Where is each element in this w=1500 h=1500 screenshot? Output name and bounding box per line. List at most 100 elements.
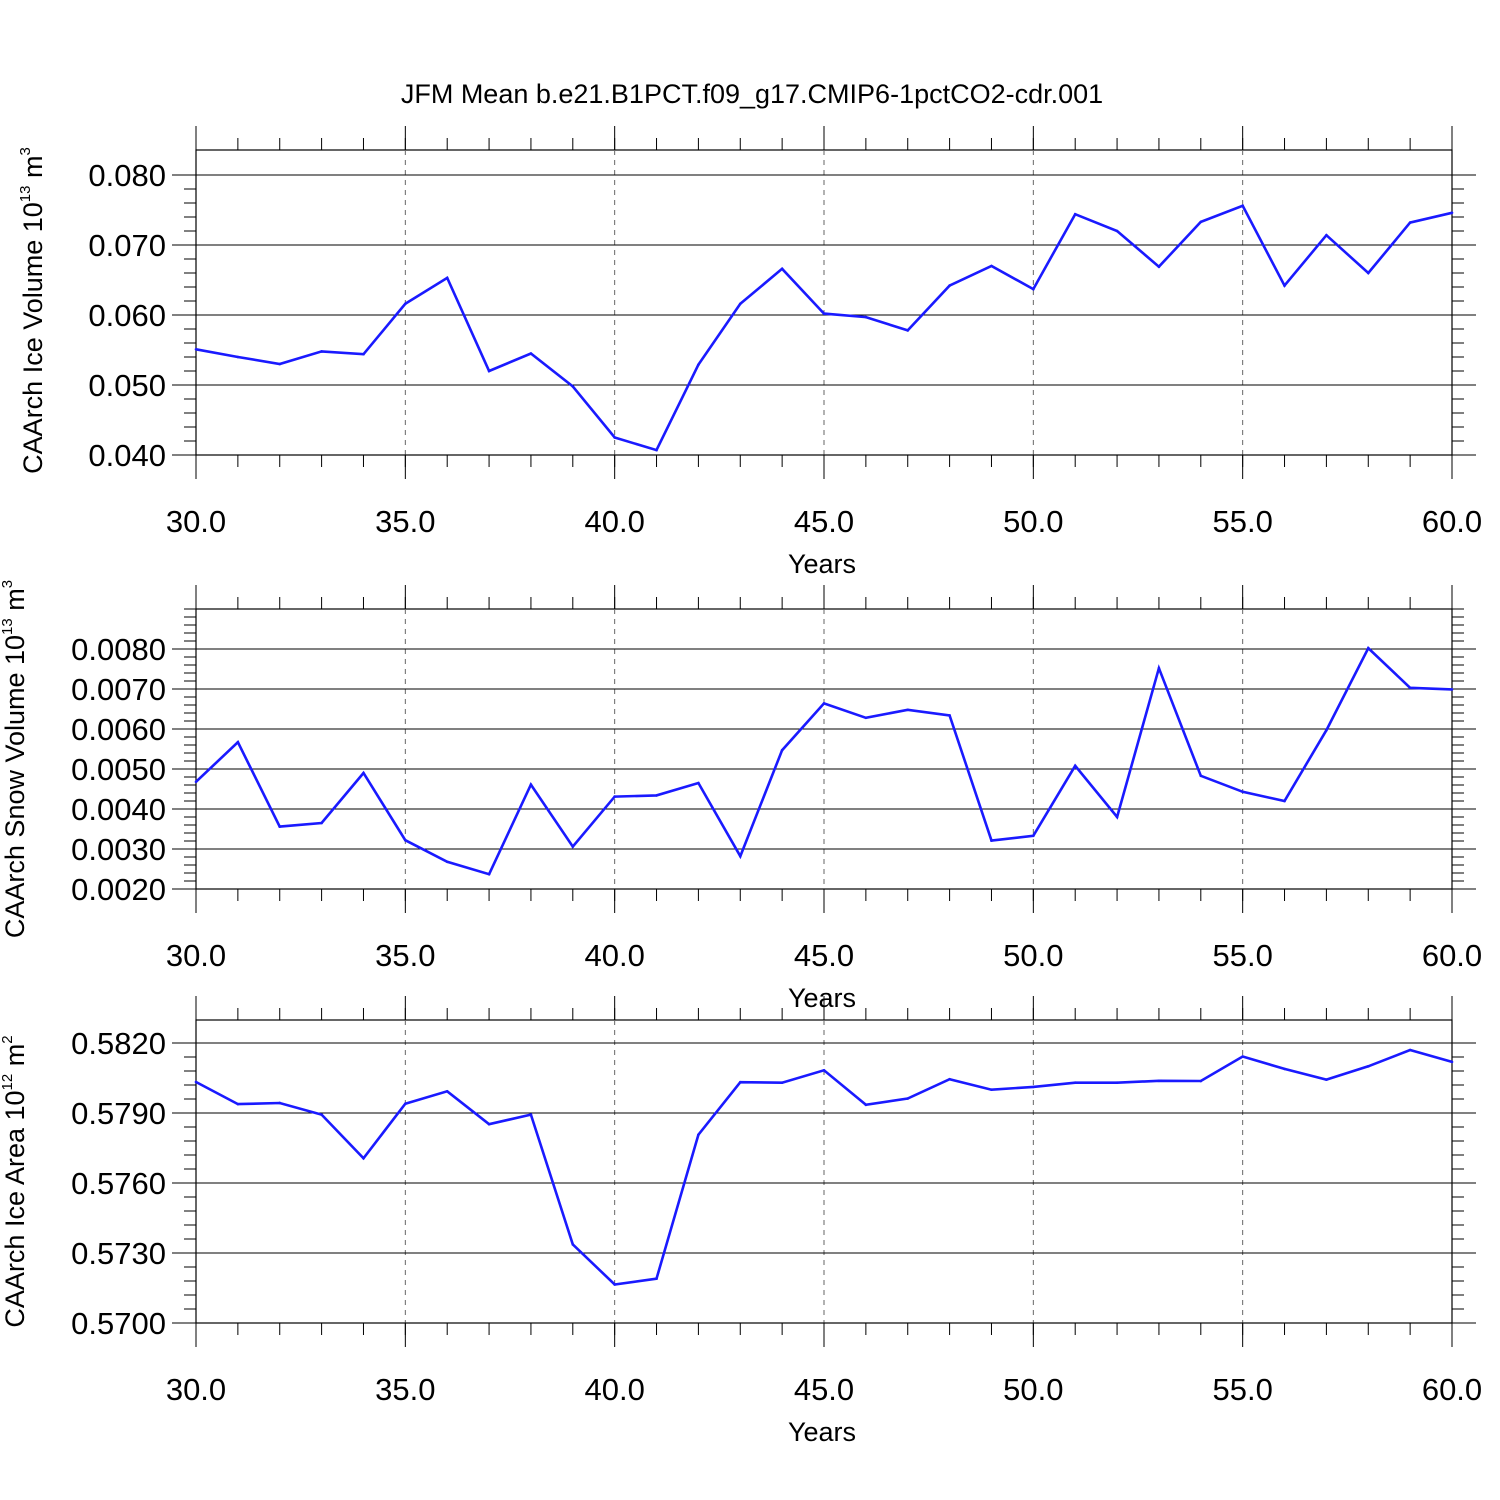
data-point xyxy=(194,348,198,351)
y-axis-title: CAArch Ice Volume 1013 m3 xyxy=(17,147,48,474)
data-point xyxy=(1157,1079,1161,1083)
data-point xyxy=(1241,790,1244,794)
data-point xyxy=(990,1088,993,1091)
data-point xyxy=(738,302,742,306)
y-axis-title-main: CAArch Ice Area 10 xyxy=(0,1090,30,1327)
y-axis-title-unit: m xyxy=(0,588,30,618)
data-point xyxy=(1073,212,1077,216)
data-point xyxy=(320,350,323,353)
data-point xyxy=(1408,1048,1412,1052)
data-point xyxy=(613,1283,616,1286)
data-point xyxy=(1450,211,1454,215)
data-point xyxy=(864,315,868,319)
x-tick-label: 35.0 xyxy=(375,504,435,539)
y-axis-title-exponent: 13 xyxy=(17,186,34,203)
data-point xyxy=(906,1097,910,1100)
data-point xyxy=(445,1090,449,1093)
data-point xyxy=(487,369,491,373)
y-axis-title-exponent: 12 xyxy=(0,1074,16,1091)
x-tick-label: 60.0 xyxy=(1422,504,1482,539)
y-tick-label: 0.070 xyxy=(88,228,166,263)
x-tick-label: 30.0 xyxy=(166,504,226,539)
y-tick-label: 0.0030 xyxy=(71,832,166,867)
data-point xyxy=(1199,1079,1203,1083)
data-point xyxy=(404,1102,407,1105)
y-tick-label: 0.5730 xyxy=(71,1236,166,1271)
panel-2: 0.0020 0.0030 0.0040 0.0050 0.0060 0.0070 0.00… xyxy=(0,580,1482,1013)
x-axis-title: Years xyxy=(788,983,856,1013)
data-point xyxy=(1408,686,1412,690)
data-point xyxy=(236,355,240,359)
x-tick-label: 35.0 xyxy=(375,1372,435,1407)
y-tick-label: 0.060 xyxy=(88,298,166,333)
data-point xyxy=(1157,666,1161,670)
chart-title: JFM Mean b.e21.B1PCT.f09_g17.CMIP6-1pctC… xyxy=(401,79,1103,109)
data-point xyxy=(697,363,700,367)
data-point xyxy=(571,385,575,388)
data-point xyxy=(780,1081,784,1084)
panel-3: 0.5700 0.5730 0.5760 0.5790 0.5820 30.0 35.0 40… xyxy=(0,996,1482,1447)
data-point xyxy=(1366,1065,1370,1068)
data-point xyxy=(487,1122,491,1126)
data-point xyxy=(738,1080,742,1084)
y-axis-title-main: CAArch Snow Volume 10 xyxy=(0,635,30,938)
data-point xyxy=(906,708,910,712)
data-point xyxy=(1325,1078,1328,1081)
data-point xyxy=(697,781,700,785)
y-tick-label: 0.050 xyxy=(88,368,166,403)
data-point xyxy=(1450,688,1454,691)
data-point xyxy=(487,872,491,876)
data-point xyxy=(1366,646,1370,650)
y-axis-title: CAArch Snow Volume 1013 m3 xyxy=(0,580,30,938)
y-axis-title: CAArch Ice Area 1012 m2 xyxy=(0,1035,30,1327)
y-tick-label: 0.0070 xyxy=(71,672,166,707)
data-point xyxy=(780,267,784,271)
data-point xyxy=(278,825,282,828)
data-point xyxy=(1073,1081,1077,1084)
x-tick-label: 60.0 xyxy=(1422,1372,1482,1407)
data-point xyxy=(278,1101,282,1105)
x-tick-label: 40.0 xyxy=(584,504,644,539)
data-point xyxy=(1366,271,1370,275)
y-axis-title-unit-exponent: 3 xyxy=(0,580,16,588)
y-tick-label: 0.0040 xyxy=(71,792,166,827)
x-tick-label: 45.0 xyxy=(794,938,854,973)
data-point xyxy=(1241,1055,1244,1058)
data-point xyxy=(1283,1067,1286,1071)
data-point xyxy=(236,1102,240,1106)
data-point xyxy=(1283,284,1286,287)
data-point xyxy=(529,352,533,355)
y-axis-title-exponent: 13 xyxy=(0,618,16,635)
data-point xyxy=(990,264,993,268)
y-tick-label: 0.5820 xyxy=(71,1026,166,1061)
y-tick-label: 0.080 xyxy=(88,158,166,193)
data-point xyxy=(236,740,240,744)
data-point xyxy=(822,1069,826,1072)
data-point xyxy=(948,284,951,287)
data-point xyxy=(780,748,784,752)
data-point xyxy=(1408,221,1412,224)
x-tick-label: 40.0 xyxy=(584,938,644,973)
data-point xyxy=(948,1077,951,1081)
data-point xyxy=(320,821,323,825)
data-point xyxy=(404,302,407,306)
data-point xyxy=(655,794,658,797)
y-axis-title-unit-exponent: 3 xyxy=(17,147,34,155)
x-tick-label: 30.0 xyxy=(166,938,226,973)
data-point xyxy=(655,1277,658,1280)
data-point xyxy=(697,1133,700,1136)
data-point xyxy=(1115,1081,1119,1084)
x-tick-label: 30.0 xyxy=(166,1372,226,1407)
y-axis-title-main: CAArch Ice Volume 10 xyxy=(18,202,48,474)
x-tick-label: 50.0 xyxy=(1003,1372,1063,1407)
x-axis-title: Years xyxy=(788,549,856,579)
data-point xyxy=(613,795,616,798)
data-point xyxy=(738,854,742,858)
series-line xyxy=(195,1048,1453,1286)
data-point xyxy=(571,845,575,848)
data-point xyxy=(529,783,533,786)
data-point xyxy=(906,329,910,332)
data-point xyxy=(822,312,826,315)
data-point xyxy=(404,838,407,842)
